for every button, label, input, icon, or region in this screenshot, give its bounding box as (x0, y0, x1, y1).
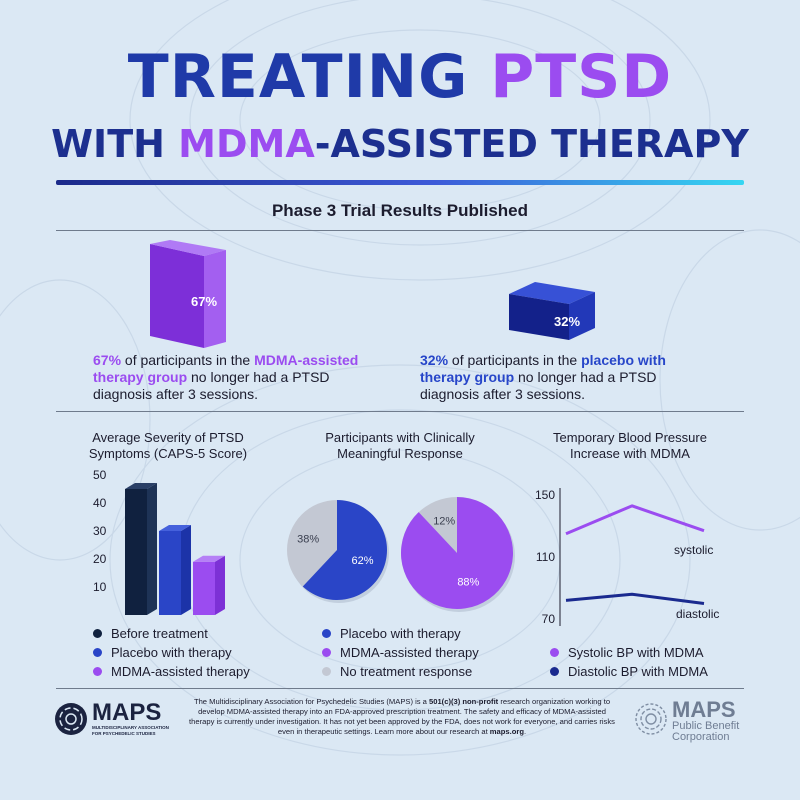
title-with: WITH (51, 122, 179, 166)
pie-charts: 62% 38% 88% 12% (287, 497, 515, 612)
line-chart-title: Temporary Blood Pressure Increase with M… (553, 430, 707, 461)
pie-slice-response (401, 497, 513, 609)
title-assisted-therapy: -ASSISTED THERAPY (314, 122, 749, 166)
maps-pbc-swirl-icon (635, 703, 667, 735)
bar-side (147, 483, 157, 615)
legend-item: MDMA-assisted therapy (93, 662, 250, 681)
line-y-tick-label: 150 (535, 488, 555, 502)
pie-chart-title: Participants with Clinically Meaningful … (325, 430, 475, 461)
subtitle: Phase 3 Trial Results Published (271, 201, 529, 220)
legend-item: Before treatment (93, 624, 250, 643)
pie-slice-response (302, 500, 387, 600)
bar-top (159, 525, 191, 531)
stat-left-text: 67% of participants in the MDMA-assisted… (93, 352, 359, 402)
legend-dot (550, 648, 559, 657)
stat-box-placebo-front (509, 294, 569, 340)
bar-chart-title: Average Severity of PTSD Symptoms (CAPS-… (88, 430, 248, 461)
stat-left-highlight: MDMA-assisted therapy group (93, 352, 359, 385)
stat-right-pct: 32% (420, 352, 449, 368)
maps-pbc-logo[interactable]: MAPS Public Benefit Corporation (634, 697, 764, 743)
pie-slice-label: 88% (457, 577, 479, 589)
legend-item: MDMA-assisted therapy (322, 643, 479, 662)
maps-logo-name: MAPS (92, 699, 162, 726)
legend-dot (322, 667, 331, 676)
bar-chart: 10 20 30 40 50 (93, 468, 225, 615)
legend-item: No treatment response (322, 662, 479, 681)
maps-logo-left[interactable]: MAPS MULTIDISCIPLINARY ASSOCIATION FOR P… (54, 700, 184, 740)
bar-top (125, 483, 157, 489)
divider-middle (56, 411, 744, 412)
bar (193, 561, 215, 615)
stat-box-mdma-front-left (150, 244, 204, 348)
legend-item: Diastolic BP with MDMA (550, 662, 708, 681)
stat-left-pct: 67% (93, 352, 122, 368)
footer-disclaimer: The Multidisciplinary Association for Ps… (189, 697, 615, 736)
legend-dot (93, 667, 102, 676)
bar (125, 489, 147, 615)
title-ptsd: PTSD (490, 42, 673, 112)
stat-right-text: 32% of participants in the placebo with … (420, 352, 666, 402)
legend-item: Placebo with therapy (322, 624, 479, 643)
bar-legend: Before treatment Placebo with therapy MD… (93, 624, 250, 681)
stat-box-mdma-top (150, 240, 226, 256)
line-series (565, 504, 705, 536)
pie-slice-label: 62% (352, 555, 374, 567)
stat-box-placebo-label: 32% (554, 314, 580, 329)
legend-dot (322, 629, 331, 638)
bar-top (193, 555, 225, 562)
pie-slice-label: 12% (433, 516, 455, 528)
bar-y-tick-label: 50 (93, 468, 107, 482)
pie-slice-label: 38% (297, 534, 319, 546)
maps-logo-subtitle: MULTIDISCIPLINARY ASSOCIATION FOR PSYCHE… (92, 725, 169, 736)
legend-dot (93, 648, 102, 657)
stat-box-mdma-side (204, 250, 226, 348)
title-line-1: TREATING PTSD (0, 42, 800, 112)
legend-dot (93, 629, 102, 638)
legend-dot (550, 667, 559, 676)
maps-pbc-subtitle: Public Benefit Corporation (672, 720, 740, 743)
legend-item: Systolic BP with MDMA (550, 643, 708, 662)
maps-pbc-name: MAPS (672, 697, 736, 722)
bar-side (215, 555, 225, 615)
line-series-label: diastolic (676, 607, 719, 621)
maps-org-link[interactable]: maps.org (489, 727, 524, 736)
line-y-tick-label: 70 (542, 612, 556, 626)
maps-swirl-icon (55, 703, 87, 735)
pie-legend: Placebo with therapy MDMA-assisted thera… (322, 624, 479, 681)
bar (159, 531, 181, 615)
bar-y-tick-label: 10 (93, 580, 107, 594)
title-gradient-bar (56, 180, 744, 185)
stat-box-mdma-label: 67% (191, 294, 217, 309)
line-y-tick-label: 110 (536, 550, 555, 564)
divider-top (56, 230, 744, 231)
stat-box-placebo-top (509, 282, 595, 304)
bar-y-tick-label: 20 (93, 552, 107, 566)
line-chart: 150 110 70 systolic diastolic (535, 488, 719, 626)
bar-side (181, 525, 191, 615)
title-treating: TREATING (127, 42, 491, 112)
divider-bottom (56, 688, 744, 689)
line-legend: Systolic BP with MDMA Diastolic BP with … (550, 643, 708, 681)
stat-right-highlight: placebo with therapy group (420, 352, 666, 385)
title-mdma: MDMA (178, 122, 315, 166)
line-series (565, 592, 705, 605)
bar-y-tick-label: 30 (93, 524, 107, 538)
stat-box-placebo: 32% (509, 282, 595, 340)
stat-box-placebo-side (569, 292, 595, 340)
line-series-label: systolic (674, 543, 713, 557)
title-line-2: WITH MDMA-ASSISTED THERAPY (0, 120, 800, 168)
legend-item: Placebo with therapy (93, 643, 250, 662)
stat-box-mdma: 67% (150, 240, 226, 348)
bar-y-tick-label: 40 (93, 496, 107, 510)
legend-dot (322, 648, 331, 657)
